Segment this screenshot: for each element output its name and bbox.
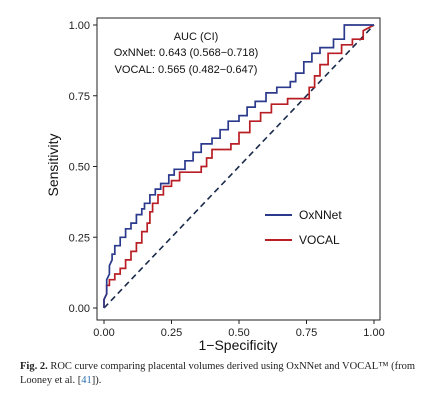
roc-line-oxnnet: [103, 24, 374, 308]
x-tick-label: 0.50: [228, 327, 249, 339]
y-tick-label: 0.00: [69, 303, 90, 315]
figure-caption: Fig. 2. ROC curve comparing placental vo…: [20, 360, 420, 388]
caption-reference-link[interactable]: 41: [81, 375, 92, 386]
x-tick-label: 0.25: [161, 327, 182, 339]
x-tick-label: 0.00: [93, 327, 114, 339]
caption-text: ROC curve comparing placental volumes de…: [20, 361, 416, 386]
caption-text-end: ]).: [91, 375, 102, 386]
legend-label-oxnnet: OxNNet: [299, 208, 342, 222]
caption-label: Fig. 2.: [20, 361, 48, 372]
y-axis-title: Sensitivity: [45, 133, 61, 196]
x-tick-label: 1.00: [363, 327, 384, 339]
roc-line-vocal: [103, 24, 375, 308]
y-tick-label: 0.25: [69, 232, 90, 244]
x-tick-label: 0.75: [296, 327, 317, 339]
roc-chart: 0.000.00 0.25 0.25 0.50 0.50 0.75 0.75 1.00 1.00…: [45, 17, 385, 353]
annotation-header: AUC (CI): [174, 31, 219, 43]
chance-reference-line: [103, 24, 375, 309]
annotation-oxnnet: OxNNet: 0.643 (0.568−0.718): [114, 47, 259, 59]
y-tick-label: 1.00: [69, 20, 90, 32]
plot-area: 0.000.00 0.25 0.25 0.50 0.50 0.75 0.75 1.00 1.00: [69, 17, 385, 339]
annotation-vocal: VOCAL: 0.565 (0.482−0.647): [115, 64, 258, 76]
legend: OxNNet VOCAL: [265, 208, 342, 247]
x-axis-title: 1−Specificity: [199, 337, 278, 353]
y-tick-label: 0.50: [69, 162, 90, 174]
legend-label-vocal: VOCAL: [299, 233, 340, 247]
y-tick-label: 0.75: [69, 91, 90, 103]
